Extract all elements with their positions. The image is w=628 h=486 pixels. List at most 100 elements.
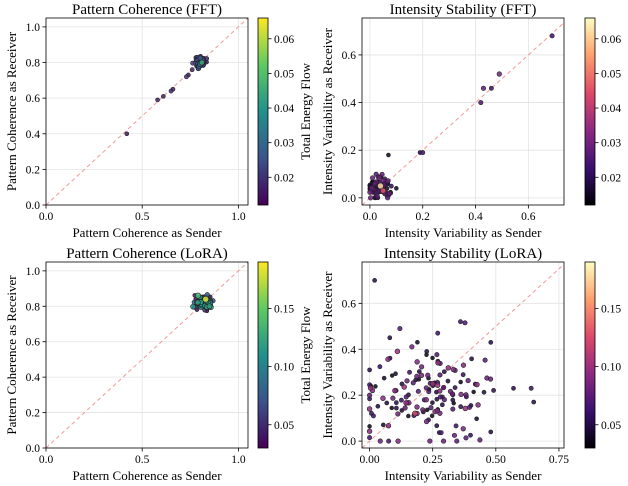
colorbar-tick-label: 0.06 [601, 34, 621, 46]
data-point [197, 55, 203, 61]
data-point [435, 330, 441, 336]
data-point [423, 397, 429, 403]
x-tick-label: 0.6 [521, 211, 536, 223]
diagonal-reference-line [46, 262, 248, 448]
data-point [434, 396, 440, 402]
x-axis-label: Intensity Variability as Sender [385, 468, 542, 483]
data-point [458, 319, 463, 325]
colorbar-label: Total Energy Flow [625, 62, 628, 160]
chart-title: Pattern Coherence (LoRA) [66, 246, 228, 262]
data-point [424, 407, 430, 413]
data-point [370, 175, 376, 181]
x-axis-label: Pattern Coherence as Sender [72, 225, 222, 240]
data-point [194, 292, 202, 299]
y-axis-label: Intensity Variability as Receiver [320, 27, 335, 195]
colorbar-tick-label: 0.04 [601, 103, 621, 115]
data-point [385, 195, 391, 201]
y-tick-label: 0.8 [26, 58, 41, 70]
data-point [430, 400, 435, 405]
x-tick-label: 0.5 [135, 454, 150, 466]
y-tick-label: 0.8 [26, 301, 41, 313]
data-point [429, 413, 435, 419]
data-point [380, 187, 387, 194]
data-point [387, 190, 393, 197]
y-axis-label: Pattern Coherence as Receiver [4, 31, 19, 191]
data-point [482, 357, 488, 363]
data-point [384, 400, 390, 406]
data-point [423, 418, 430, 425]
data-point [469, 356, 474, 362]
data-point [373, 384, 378, 389]
data-point [419, 364, 425, 370]
data-point [434, 407, 440, 414]
x-tick-label: 0.0 [363, 211, 378, 223]
data-point [368, 195, 374, 201]
data-point [427, 438, 433, 444]
data-point [386, 152, 391, 158]
data-point [155, 97, 160, 103]
data-point [397, 326, 403, 332]
data-point [430, 355, 435, 361]
data-point [198, 59, 205, 66]
colorbar-tick-label: 0.06 [274, 34, 294, 46]
data-point [488, 340, 494, 345]
data-point [410, 380, 416, 386]
data-point [437, 372, 443, 378]
y-tick-label: 0.4 [26, 372, 41, 384]
x-axis-label: Pattern Coherence as Sender [72, 468, 222, 483]
data-point [420, 150, 426, 156]
data-point [441, 397, 447, 403]
chart-panel-1: 0.0 0.5 1.0 0.0 0.2 0.4 0.6 0.8 1.0 Pattern Coher… [4, 2, 313, 240]
data-point [414, 373, 420, 379]
chart-title: Intensity Stability (FFT) [390, 2, 537, 18]
data-point [452, 385, 458, 390]
colorbar-tick-label: 0.02 [274, 172, 294, 184]
x-axis-label: Intensity Variability as Sender [385, 225, 542, 240]
data-point [401, 384, 407, 390]
chart-title: Intensity Stability (LoRA) [384, 246, 542, 262]
x-tick-label: 0.0 [39, 211, 54, 223]
data-point [488, 429, 494, 435]
data-point [385, 423, 392, 429]
y-tick-label: 0.2 [342, 145, 357, 157]
axes-frame [361, 17, 565, 206]
data-point [450, 366, 457, 373]
data-point [394, 186, 399, 191]
data-point [377, 182, 384, 190]
data-point [189, 67, 195, 73]
x-tick-label: 0.5 [135, 211, 150, 223]
y-tick-label: 0.6 [26, 93, 41, 105]
colorbar-tick-label: 0.03 [601, 138, 621, 150]
data-point [423, 385, 429, 391]
data-point [376, 175, 383, 181]
data-point [390, 395, 396, 401]
data-point [475, 402, 481, 408]
data-point [374, 193, 380, 199]
data-point [440, 438, 447, 444]
x-tick-label: 0.50 [486, 454, 506, 466]
y-tick-label: 0.2 [26, 164, 41, 176]
data-point [481, 389, 487, 395]
data-point [450, 406, 456, 412]
data-point [381, 422, 386, 428]
data-point [392, 388, 398, 394]
data-point [468, 432, 473, 438]
chart-panel-4: 0.00 0.25 0.50 0.75 0.0 0.2 0.4 0.6 Intensity St… [320, 246, 628, 483]
colorbar [584, 17, 596, 206]
data-point [418, 372, 425, 379]
data-point [387, 335, 393, 341]
data-point [385, 178, 391, 184]
x-tick-label: 0.4 [468, 211, 483, 223]
data-point [449, 391, 456, 397]
data-points [124, 54, 210, 137]
data-point [450, 397, 456, 403]
data-points [366, 278, 537, 444]
data-point [488, 85, 494, 91]
x-tick-label: 0.2 [416, 211, 431, 223]
data-point [477, 437, 483, 443]
data-point [463, 392, 469, 398]
data-point [445, 378, 451, 384]
data-point [528, 385, 534, 391]
data-point [393, 400, 399, 406]
